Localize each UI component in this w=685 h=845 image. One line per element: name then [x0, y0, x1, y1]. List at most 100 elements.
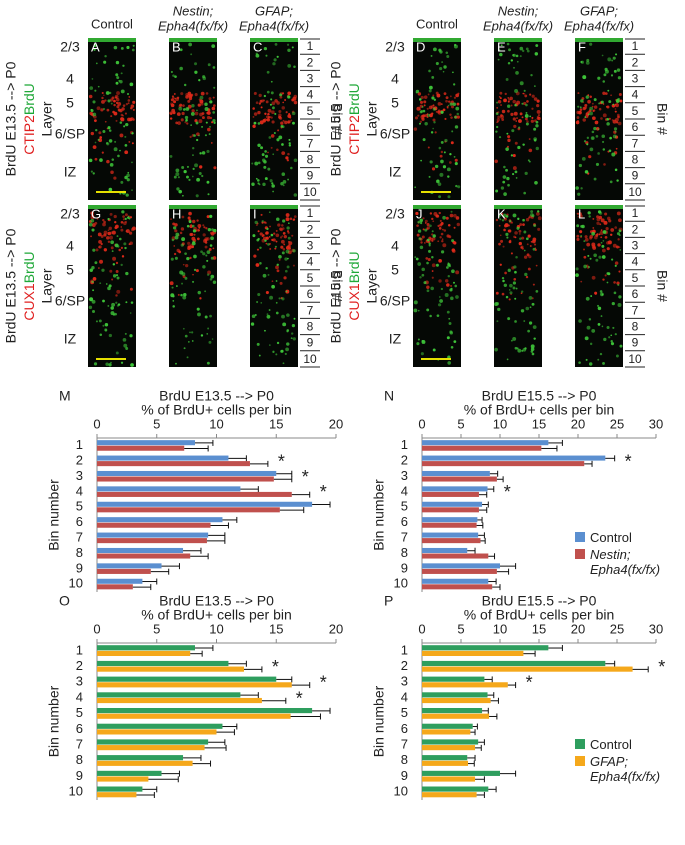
- cell: [281, 224, 284, 227]
- cell: [282, 362, 285, 365]
- cell: [211, 44, 216, 49]
- cell: [124, 135, 127, 138]
- cell: [415, 211, 419, 216]
- bar: [422, 538, 481, 544]
- cell: [209, 244, 213, 247]
- cell: [129, 82, 134, 87]
- cell: [440, 222, 444, 226]
- cell: [435, 61, 439, 66]
- cell: [272, 153, 275, 156]
- bar: [97, 650, 191, 657]
- cell: [103, 94, 105, 97]
- cell: [440, 159, 444, 164]
- cell: [497, 100, 502, 104]
- cell: [175, 232, 180, 237]
- cell: [600, 315, 603, 317]
- cell: [120, 246, 124, 250]
- cell: [256, 179, 260, 182]
- cell: [102, 299, 105, 303]
- cell: [115, 301, 118, 304]
- cell: [282, 232, 286, 235]
- bar: [97, 532, 209, 538]
- y-tick-label: 6: [76, 514, 83, 529]
- bar: [97, 455, 229, 461]
- cell: [528, 148, 533, 153]
- cell: [425, 257, 429, 260]
- significance-star: *: [625, 451, 632, 471]
- cell: [95, 62, 98, 65]
- chart-subtitle: % of BrdU+ cells per bin: [141, 607, 292, 623]
- cell: [116, 235, 119, 238]
- cell: [257, 110, 261, 115]
- stain-label: CTIP2BrdU: [346, 83, 362, 155]
- bar: [422, 563, 500, 569]
- cell: [131, 142, 134, 145]
- cell: [191, 175, 194, 178]
- cell: [430, 286, 434, 291]
- cell: [96, 106, 101, 111]
- y-tick-label: 1: [76, 642, 83, 657]
- cell: [287, 120, 291, 124]
- cell: [506, 132, 509, 135]
- cell: [275, 353, 278, 356]
- bar: [422, 707, 483, 714]
- cell: [600, 229, 603, 232]
- cell: [599, 352, 603, 356]
- cell: [510, 112, 514, 116]
- cell: [496, 118, 500, 122]
- cell: [201, 174, 204, 178]
- cell: [535, 120, 539, 124]
- cell: [272, 62, 276, 66]
- cell: [122, 338, 127, 342]
- cell: [424, 122, 428, 126]
- cell: [253, 91, 257, 95]
- cell: [212, 247, 215, 250]
- cell: [116, 105, 120, 109]
- x-tick-label: 20: [571, 621, 585, 636]
- significance-star: *: [658, 657, 665, 677]
- cell: [266, 90, 270, 94]
- cell: [577, 192, 581, 196]
- bin-label: 7: [307, 136, 314, 150]
- cell: [583, 264, 587, 269]
- cell: [197, 224, 202, 228]
- bar: [422, 440, 549, 446]
- cell: [426, 238, 430, 242]
- cell: [608, 219, 612, 223]
- cell: [102, 218, 105, 222]
- cell: [113, 147, 118, 152]
- bar: [422, 697, 491, 704]
- stain-green: BrdU: [346, 83, 362, 115]
- cell: [174, 229, 178, 233]
- cell: [88, 158, 93, 163]
- cell: [173, 245, 176, 247]
- cell: [276, 55, 279, 58]
- cell: [255, 53, 260, 58]
- cell: [273, 58, 277, 62]
- x-tick-label: 15: [532, 416, 546, 431]
- cell: [104, 323, 109, 327]
- cell: [281, 172, 286, 176]
- cell: [260, 213, 263, 216]
- cell: [587, 99, 591, 104]
- cell: [584, 336, 589, 341]
- cell: [437, 224, 440, 228]
- y-tick-label: 1: [401, 437, 408, 452]
- cell: [455, 106, 460, 111]
- cell: [524, 94, 528, 98]
- cell: [591, 231, 595, 236]
- cell: [204, 241, 208, 244]
- cell: [120, 263, 123, 267]
- y-tick-label: 1: [401, 642, 408, 657]
- y-axis-label: Bin number: [46, 685, 62, 757]
- cell: [190, 112, 195, 116]
- cell: [447, 224, 451, 227]
- cell: [119, 121, 123, 124]
- cell: [271, 110, 275, 115]
- cell: [618, 246, 621, 249]
- bin-label: 9: [307, 169, 314, 183]
- cell: [106, 159, 110, 164]
- chart-subtitle: % of BrdU+ cells per bin: [464, 402, 615, 418]
- cell: [121, 210, 125, 214]
- cell: [185, 118, 188, 122]
